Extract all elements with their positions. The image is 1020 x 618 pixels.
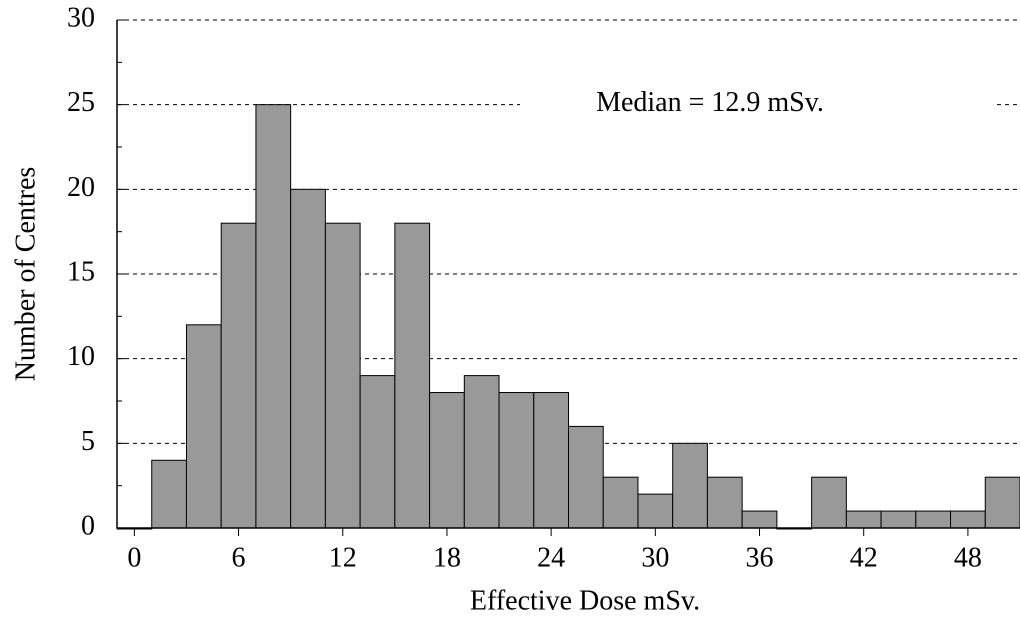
bar bbox=[429, 392, 465, 529]
bar bbox=[324, 222, 361, 529]
bar bbox=[220, 222, 257, 529]
x-tick-label: 0 bbox=[127, 542, 141, 573]
y-tick-label: 15 bbox=[67, 256, 95, 287]
bar bbox=[984, 476, 1020, 529]
bar bbox=[811, 476, 847, 529]
x-tick-label: 18 bbox=[433, 542, 461, 573]
bar bbox=[394, 222, 431, 529]
bar bbox=[706, 476, 743, 529]
x-tick-label: 42 bbox=[850, 542, 878, 573]
bar bbox=[950, 510, 986, 529]
bar bbox=[568, 425, 604, 529]
y-axis-label: Number of Centres bbox=[10, 167, 41, 382]
y-tick-label: 25 bbox=[67, 87, 95, 118]
bar bbox=[880, 510, 917, 529]
bar bbox=[498, 392, 535, 529]
x-tick-label: 48 bbox=[954, 542, 982, 573]
bar bbox=[151, 459, 187, 529]
bar bbox=[602, 476, 639, 529]
y-tick-label: 20 bbox=[67, 172, 95, 203]
x-tick-label: 6 bbox=[232, 542, 246, 573]
bar bbox=[359, 375, 396, 529]
x-tick-label: 12 bbox=[329, 542, 357, 573]
annotation-background bbox=[520, 84, 995, 125]
y-tick-label: 10 bbox=[67, 341, 95, 372]
x-axis-label: Effective Dose mSv. bbox=[470, 585, 700, 616]
bar bbox=[463, 375, 500, 529]
bar bbox=[741, 510, 778, 529]
bar bbox=[290, 188, 326, 529]
y-tick-label: 30 bbox=[67, 2, 95, 33]
x-tick-label: 30 bbox=[641, 542, 669, 573]
x-tick-label: 24 bbox=[537, 542, 565, 573]
y-tick-label: 0 bbox=[81, 510, 95, 541]
y-tick-label: 5 bbox=[81, 426, 95, 457]
bar bbox=[533, 392, 569, 529]
bar bbox=[185, 324, 222, 529]
bar bbox=[915, 510, 952, 529]
bar bbox=[845, 510, 882, 529]
bar bbox=[637, 493, 674, 529]
bar bbox=[255, 104, 292, 529]
x-tick-label: 36 bbox=[746, 542, 774, 573]
annotation: Median = 12.9 mSv. bbox=[596, 87, 824, 118]
bar bbox=[672, 442, 708, 529]
